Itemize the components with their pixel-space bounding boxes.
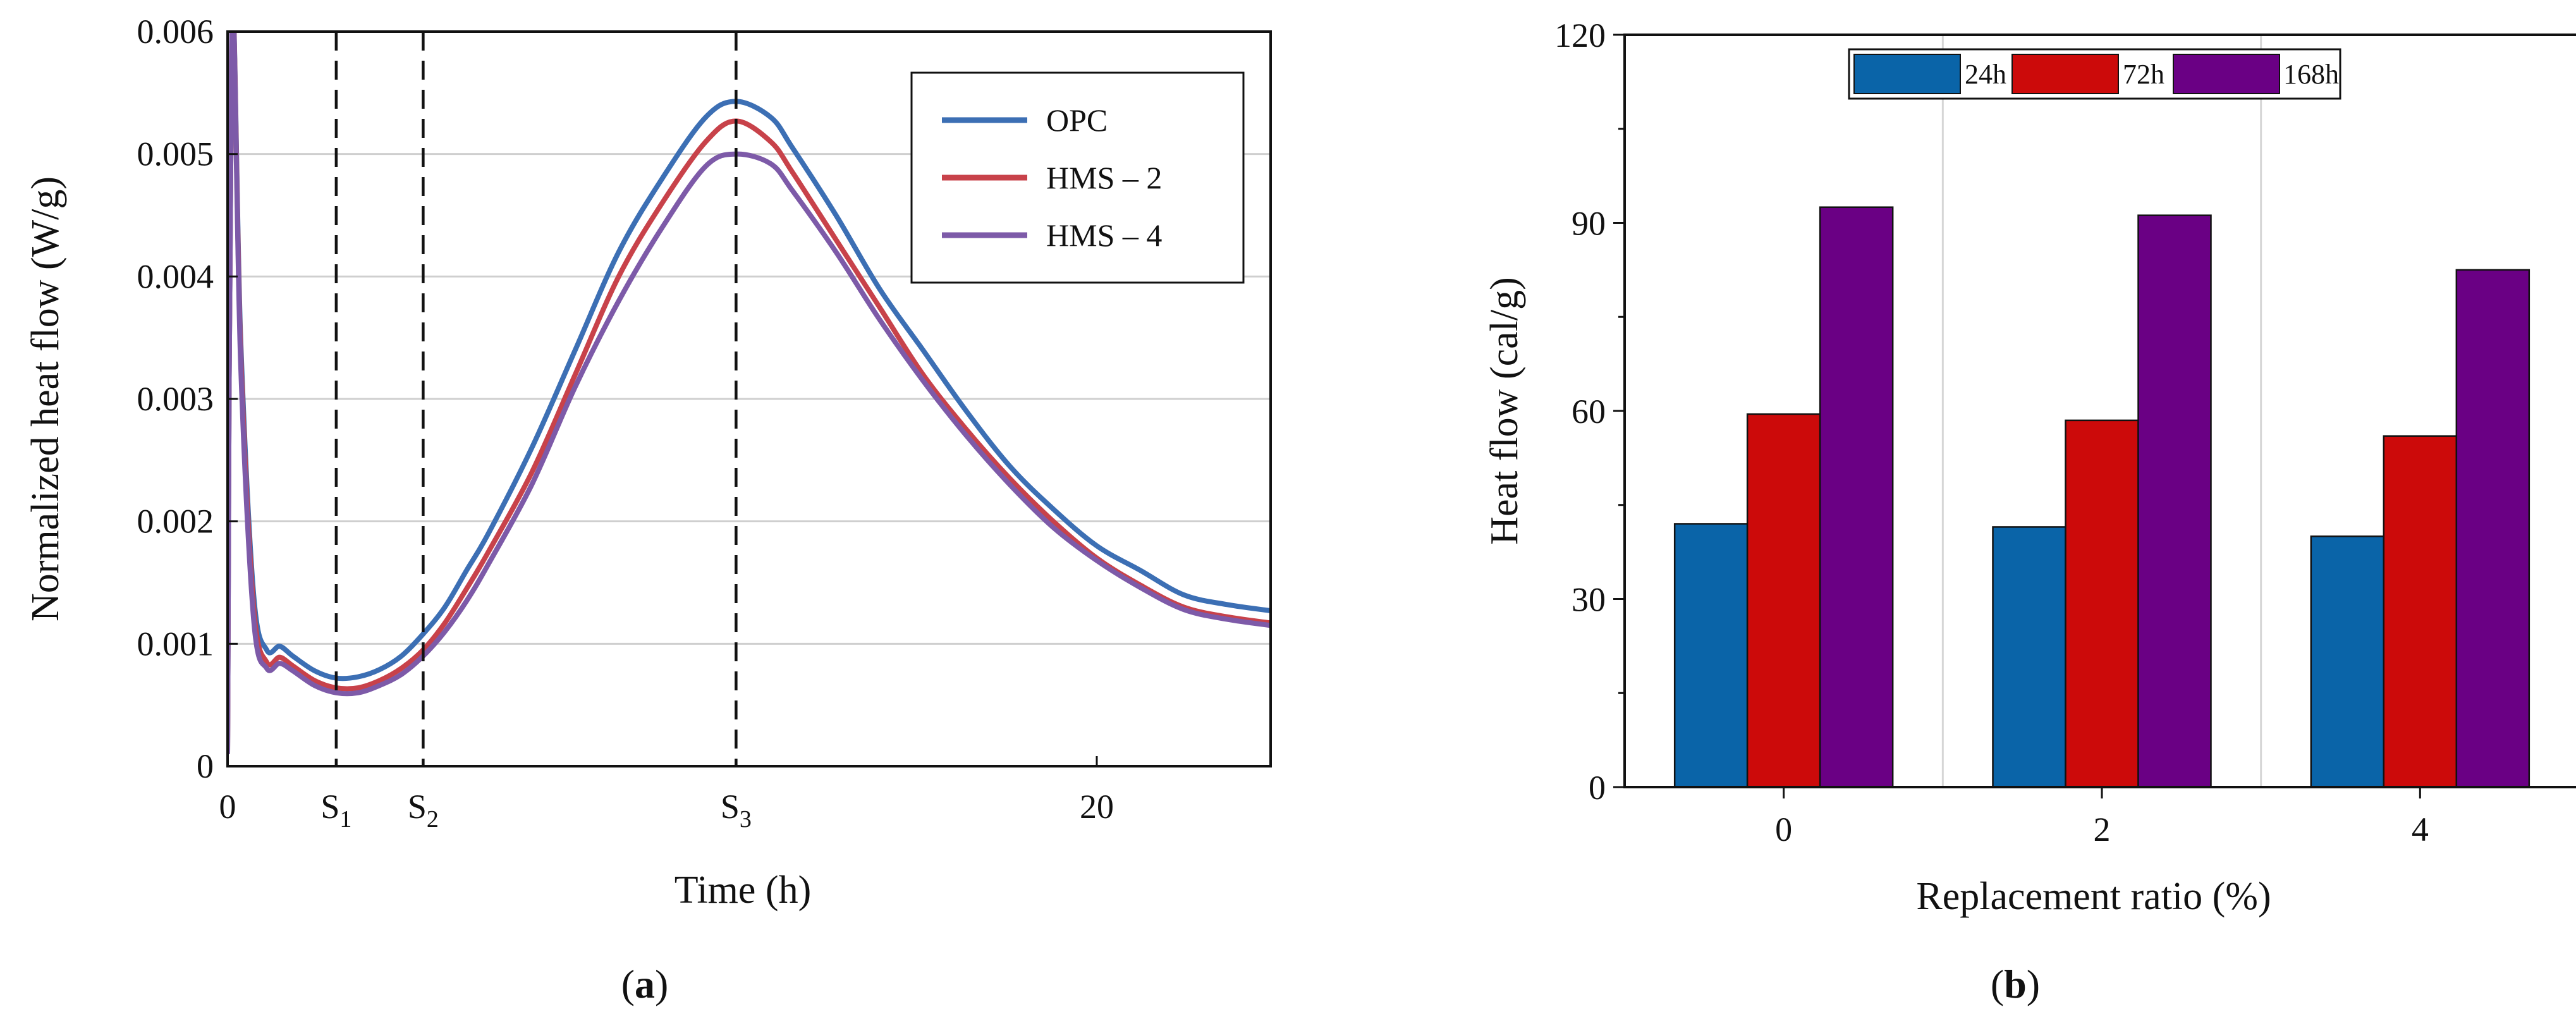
- a-y-tick-label: 0.004: [137, 257, 214, 295]
- b-y-tick-label: 0: [1589, 769, 1606, 807]
- a-x-axis-title: Time (h): [675, 869, 811, 912]
- chart-a: S1 S2 S3 0 0.001 0.002 0.003 0.004 0.005 0.006 0…: [24, 13, 1272, 1006]
- b-y-tick-label: 120: [1554, 16, 1606, 54]
- b-legend-swatch-72h: [2011, 54, 2119, 94]
- caption-a: (a): [621, 962, 669, 1006]
- b-bar-168h-2: [2137, 214, 2212, 788]
- b-bar-168h-0: [1819, 206, 1894, 788]
- a-x-axis: 0 20: [219, 756, 1114, 826]
- b-y-axis-title: Heat flow (cal/g): [1483, 277, 1526, 544]
- b-bar-24h-0: [1673, 523, 1749, 788]
- b-legend: 24h 72h 168h: [1848, 48, 2341, 100]
- b-bar-24h-2: [1992, 526, 2066, 788]
- a-x-tick-label: 0: [219, 788, 236, 826]
- a-stage-label-1: S1: [320, 788, 351, 833]
- b-x-axis: 0 2 4: [1775, 787, 2429, 848]
- a-stage-label-2: S2: [408, 788, 439, 833]
- a-legend-label-hms4: HMS – 4: [1046, 217, 1162, 253]
- b-bar-168h-4: [2455, 269, 2530, 788]
- a-legend-label-hms2: HMS – 2: [1046, 160, 1162, 195]
- b-bar-72h-2: [2065, 419, 2139, 788]
- b-legend-label-24h: 24h: [1965, 59, 2006, 90]
- b-x-axis-title: Replacement ratio (%): [1916, 875, 2271, 918]
- a-y-axis: 0 0.001 0.002 0.003 0.004 0.005 0.006: [137, 13, 238, 785]
- b-gridlines: [1941, 35, 2262, 787]
- b-y-tick-label: 60: [1572, 393, 1606, 431]
- a-y-tick-label: 0.006: [137, 13, 214, 51]
- a-y-tick-label: 0.005: [137, 135, 214, 173]
- b-legend-swatch-168h: [2173, 54, 2280, 94]
- a-y-tick-label: 0: [197, 747, 214, 785]
- chart-b: 0 30 60 90 120 0 2 4 Replacement ratio (%) Hea…: [1483, 16, 2576, 1006]
- a-stage-label-3: S3: [721, 788, 752, 833]
- b-bar-24h-4: [2310, 535, 2385, 788]
- b-legend-label-168h: 168h: [2283, 59, 2339, 90]
- b-legend-label-72h: 72h: [2123, 59, 2164, 90]
- b-x-tick-label: 2: [2094, 810, 2111, 848]
- a-legend-label-opc: OPC: [1046, 102, 1108, 138]
- a-legend-box: [910, 71, 1245, 284]
- b-y-axis: 0 30 60 90 120: [1554, 16, 1625, 807]
- a-series-lines: [228, 32, 1271, 754]
- a-y-axis-title: Normalized heat flow (W/g): [24, 176, 67, 621]
- a-y-tick-label: 0.001: [137, 625, 214, 663]
- b-bar-72h-4: [2383, 435, 2458, 788]
- b-bar-72h-0: [1746, 413, 1821, 788]
- b-x-tick-label: 4: [2412, 810, 2429, 848]
- b-bars: [1673, 206, 2530, 788]
- a-series-line-2: [228, 32, 1271, 754]
- caption-b: (b): [1991, 962, 2040, 1006]
- b-y-tick-label: 30: [1572, 581, 1606, 619]
- b-y-tick-label: 90: [1572, 205, 1606, 243]
- a-x-tick-label: 20: [1080, 788, 1114, 826]
- b-x-tick-label: 0: [1775, 810, 1792, 848]
- a-legend: OPC HMS – 2 HMS – 4: [910, 71, 1245, 284]
- b-legend-swatch-24h: [1853, 54, 1961, 94]
- a-y-tick-label: 0.003: [137, 380, 214, 418]
- a-y-tick-label: 0.002: [137, 503, 214, 541]
- a-stage-markers: S1 S2 S3: [320, 32, 752, 833]
